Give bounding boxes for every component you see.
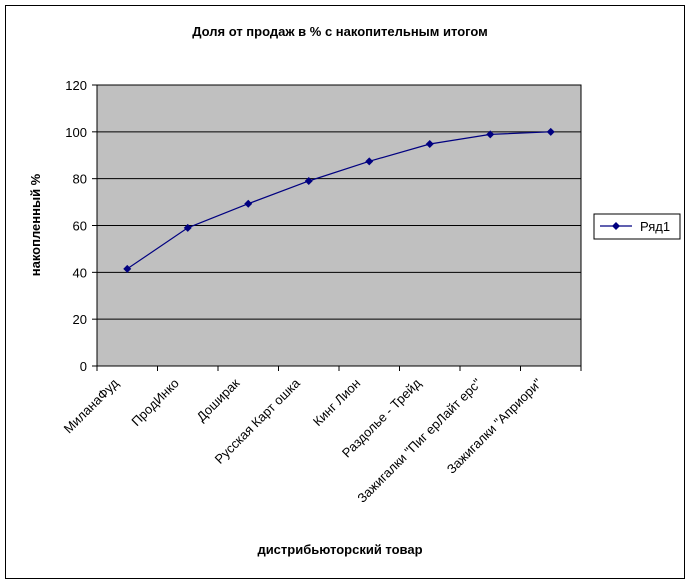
x-tick-label: Доширак <box>194 375 243 424</box>
data-point <box>425 140 434 149</box>
y-tick-label: 60 <box>73 219 87 234</box>
series-ryad1 <box>123 127 555 273</box>
y-tick-label: 120 <box>65 78 87 93</box>
x-tick-label: Кинг Лион <box>310 376 363 429</box>
data-point <box>183 223 192 232</box>
y-tick-label: 40 <box>73 265 87 280</box>
chart-area: Доля от продаж в % с накопительным итого… <box>5 5 685 579</box>
x-tick-label: Зажигалки "Пиг ерЛайт ерс" <box>354 375 484 505</box>
y-tick-label: 0 <box>80 359 87 374</box>
data-point <box>123 264 132 273</box>
y-tick-label: 80 <box>73 172 87 187</box>
chart-title: Доля от продаж в % с накопительным итого… <box>192 24 488 39</box>
x-tick-label: ПродИнко <box>128 376 182 430</box>
legend-label: Ряд1 <box>640 219 670 234</box>
y-tick-label: 100 <box>65 125 87 140</box>
y-axis-title: накопленный % <box>28 173 43 276</box>
y-tick-label: 20 <box>73 312 87 327</box>
gridlines <box>97 131 581 320</box>
axes <box>92 84 582 371</box>
data-point <box>365 157 374 166</box>
y-tick-labels: 0 20 40 60 80 100 120 <box>65 78 87 374</box>
data-point <box>486 130 495 139</box>
series-line <box>126 131 551 270</box>
x-tick-label: МиланаФуд <box>61 375 122 436</box>
data-point <box>304 177 313 186</box>
legend-marker <box>612 222 620 230</box>
legend: Ряд1 <box>593 213 681 240</box>
data-point <box>244 199 253 208</box>
chart-svg: Доля от продаж в % с накопительным итого… <box>28 24 681 557</box>
x-axis-title: дистрибьюторский товар <box>257 542 422 557</box>
